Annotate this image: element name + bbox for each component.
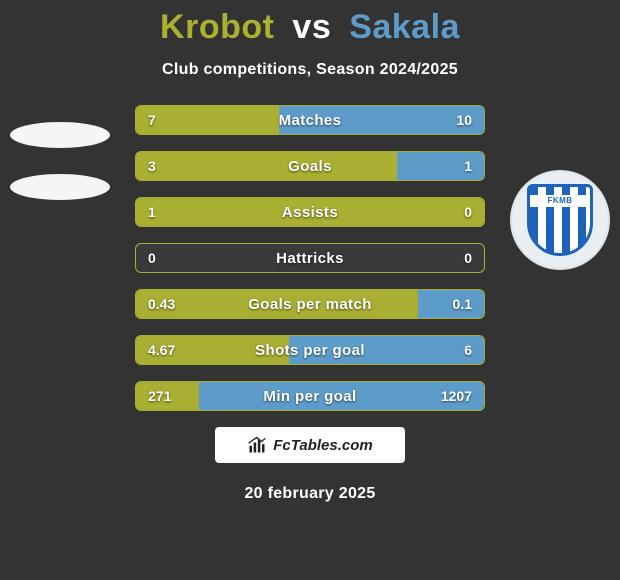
player2-name: Sakala (349, 8, 460, 46)
brand-text: FcTables.com (273, 437, 372, 454)
club-logo-icon: FKMB (510, 170, 610, 270)
stat-label: Assists (136, 198, 484, 226)
club-logo-label: FKMB (530, 195, 590, 207)
player1-badge (10, 116, 110, 216)
stat-row: 710Matches (135, 105, 485, 135)
placeholder-ellipse-icon (10, 174, 110, 200)
player1-name: Krobot (160, 8, 274, 46)
stat-row: 10Assists (135, 197, 485, 227)
footer-date: 20 february 2025 (0, 485, 620, 503)
brand-badge: FcTables.com (215, 427, 405, 463)
stat-label: Hattricks (136, 244, 484, 272)
placeholder-ellipse-icon (10, 122, 110, 148)
stat-row: 0.430.1Goals per match (135, 289, 485, 319)
stat-row: 31Goals (135, 151, 485, 181)
player2-badge: FKMB (510, 170, 610, 270)
stat-row: 4.676Shots per goal (135, 335, 485, 365)
subtitle: Club competitions, Season 2024/2025 (0, 61, 620, 79)
stat-label: Matches (136, 106, 484, 134)
stat-label: Goals per match (136, 290, 484, 318)
chart-icon (247, 435, 267, 455)
vs-text: vs (284, 8, 339, 46)
stat-label: Goals (136, 152, 484, 180)
stat-row: 00Hattricks (135, 243, 485, 273)
stat-label: Min per goal (136, 382, 484, 410)
comparison-title: Krobot vs Sakala (0, 0, 620, 47)
stats-bars: 710Matches 31Goals 10Assists 00Hattricks 0.4… (135, 105, 485, 411)
stat-label: Shots per goal (136, 336, 484, 364)
stat-row: 2711207Min per goal (135, 381, 485, 411)
